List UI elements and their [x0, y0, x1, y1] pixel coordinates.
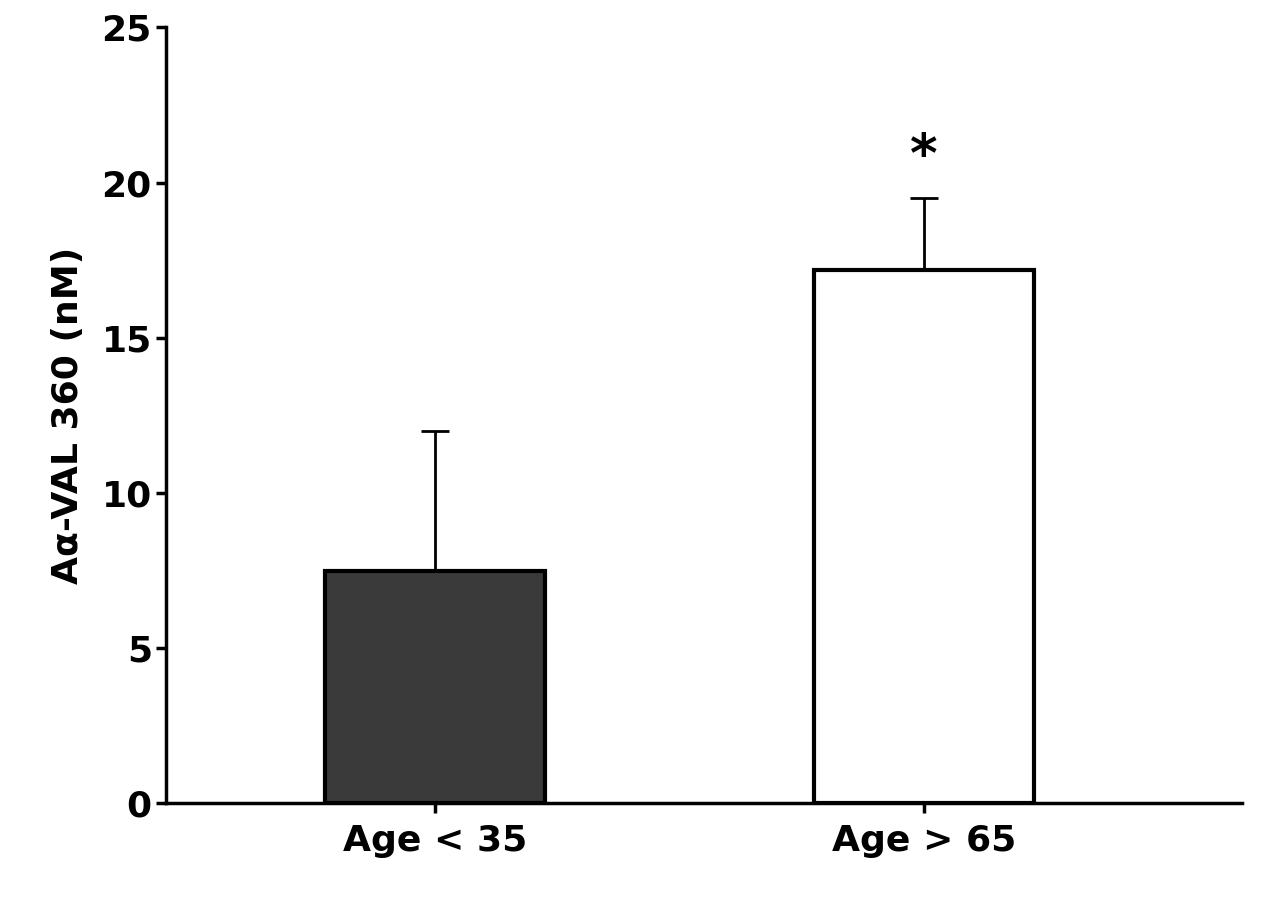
Bar	[814, 269, 1034, 803]
Bar	[325, 571, 545, 803]
Y-axis label: Aα-VAL 360 (nM): Aα-VAL 360 (nM)	[51, 247, 84, 584]
Text: *: *	[910, 131, 938, 183]
